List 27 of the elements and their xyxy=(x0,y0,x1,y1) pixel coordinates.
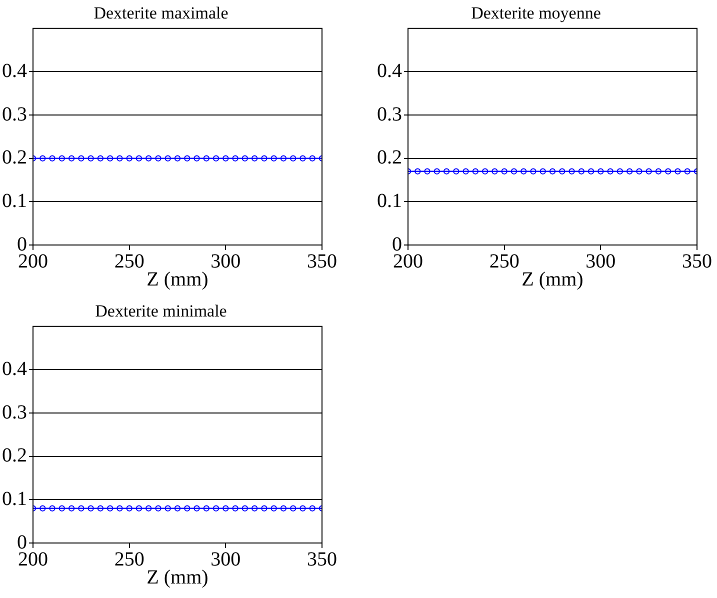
y-tick-label: 0.4 xyxy=(377,60,402,82)
x-axis-title: Z (mm) xyxy=(146,566,208,588)
x-tick-label: 250 xyxy=(489,250,520,272)
y-tick-label: 0.2 xyxy=(377,146,402,169)
y-tick-label: 0.2 xyxy=(2,444,27,467)
x-axis-title: Z (mm) xyxy=(146,268,208,290)
x-tick-label: 250 xyxy=(114,250,144,272)
chart-title: Dexterite moyenne xyxy=(471,4,601,23)
y-tick-label: 0.1 xyxy=(2,190,27,212)
y-tick-label: 0.4 xyxy=(2,60,27,82)
x-tick-label: 350 xyxy=(307,250,337,272)
y-tick-label: 0.3 xyxy=(2,103,27,126)
y-tick-label: 0.3 xyxy=(2,401,27,424)
chart-title: Dexterite minimale xyxy=(95,302,227,321)
y-tick-label: 0.4 xyxy=(2,358,27,380)
y-tick-label: 0.3 xyxy=(377,103,402,126)
y-tick-label: 0.2 xyxy=(2,146,27,169)
x-tick-label: 250 xyxy=(114,548,144,570)
x-tick-label: 350 xyxy=(682,250,712,272)
x-tick-label: 300 xyxy=(586,250,616,272)
y-tick-label: 0.1 xyxy=(377,190,402,212)
x-tick-label: 350 xyxy=(307,548,337,570)
chart-title: Dexterite maximale xyxy=(94,4,228,23)
x-axis-title: Z (mm) xyxy=(522,268,584,290)
y-tick-label: 0.1 xyxy=(2,488,27,510)
x-tick-label: 300 xyxy=(210,250,241,272)
x-tick-label: 300 xyxy=(210,548,241,570)
